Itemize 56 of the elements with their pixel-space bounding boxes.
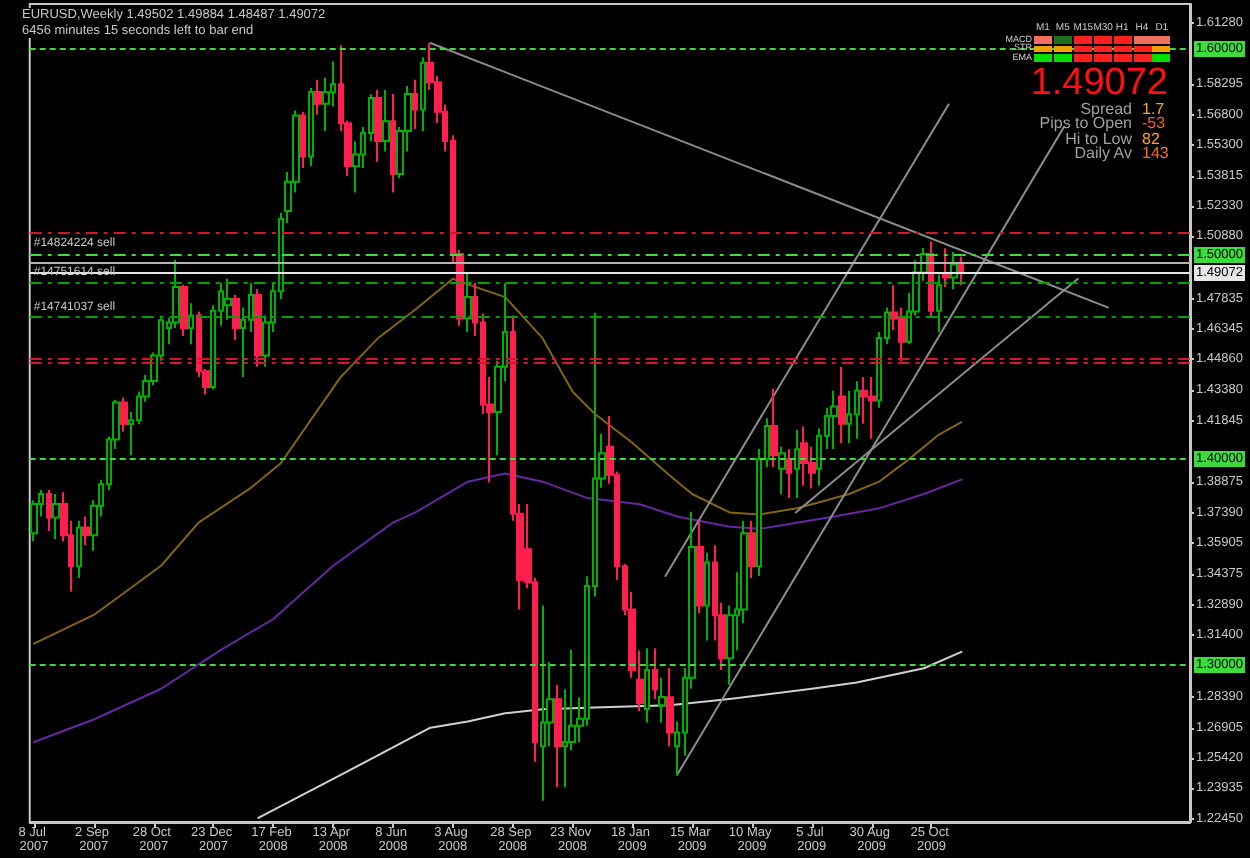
candlestick xyxy=(390,93,396,194)
annotation: 1.7 xyxy=(1142,100,1165,118)
candlestick xyxy=(374,89,382,163)
candlestick xyxy=(846,389,852,445)
candlestick xyxy=(644,647,650,724)
candlestick xyxy=(764,417,770,469)
candlestick xyxy=(830,389,838,450)
candlestick xyxy=(382,89,390,153)
candlestick xyxy=(540,604,546,802)
candlestick xyxy=(652,647,658,700)
annotation: Hi to Low xyxy=(1065,129,1132,148)
candlestick xyxy=(188,302,194,346)
line-series xyxy=(33,277,963,645)
candlestick xyxy=(838,365,846,445)
candlestick xyxy=(300,110,306,170)
candlestick xyxy=(308,87,314,168)
candlestick xyxy=(756,447,762,577)
candlestick xyxy=(868,376,876,440)
candlestick xyxy=(420,56,426,133)
annotation: Pips to Open xyxy=(1039,114,1132,133)
candlestick xyxy=(412,78,418,131)
candlestick xyxy=(950,251,958,291)
annotation: 1.49072 xyxy=(1030,62,1168,104)
candlestick xyxy=(666,667,674,748)
candlestick xyxy=(224,277,232,321)
candlestick xyxy=(120,396,128,433)
candlestick xyxy=(314,78,322,116)
candlestick xyxy=(854,380,860,440)
annotation: Daily Av xyxy=(1074,144,1132,163)
candlestick xyxy=(936,273,942,334)
candlestick xyxy=(800,425,808,487)
candlestick xyxy=(52,492,60,541)
candlestick xyxy=(554,683,562,789)
candlestick xyxy=(942,247,950,288)
candlestick xyxy=(958,255,964,287)
candlestick xyxy=(232,294,240,342)
candlestick xyxy=(794,428,800,500)
candlestick xyxy=(180,283,188,338)
candlestick xyxy=(928,240,934,319)
candlestick xyxy=(464,272,472,334)
annotation: 82 xyxy=(1142,129,1160,148)
candlestick xyxy=(778,445,786,496)
candlestick xyxy=(46,488,52,532)
candlestick xyxy=(786,447,792,500)
line-series xyxy=(33,472,963,744)
candlestick xyxy=(748,519,756,580)
annotation: -53 xyxy=(1142,114,1166,133)
annotation: Spread xyxy=(1080,100,1132,118)
candlestick xyxy=(76,519,82,580)
candlestick xyxy=(254,287,262,368)
candlestick xyxy=(696,520,704,614)
candlestick xyxy=(770,387,778,469)
annotation: 143 xyxy=(1142,144,1169,163)
candlestick xyxy=(704,551,710,642)
candlestick xyxy=(82,515,90,547)
candlestick xyxy=(658,676,666,724)
